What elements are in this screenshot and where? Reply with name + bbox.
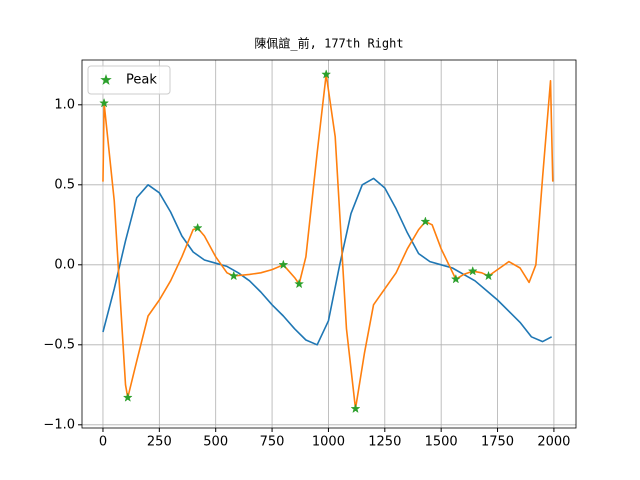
x-tick-label: 1750 [481, 435, 514, 450]
x-tick-label: 250 [147, 435, 172, 450]
peak-marker [99, 97, 110, 108]
x-tick-label: 1500 [425, 435, 458, 450]
plot-frame [81, 59, 577, 429]
legend-marker [100, 73, 112, 85]
peak-marker [321, 69, 332, 79]
peak-marker [483, 270, 494, 281]
x-tick-label: 1000 [312, 435, 345, 450]
peak-marker [294, 278, 305, 289]
peak-marker [420, 216, 431, 226]
peak-marker [278, 259, 289, 270]
y-tick-label: 0.5 [54, 177, 75, 192]
legend-box [87, 65, 171, 95]
x-tick-label: 750 [260, 435, 285, 450]
x-tick-label: 500 [203, 435, 228, 450]
peak-marker [228, 270, 239, 281]
legend-label: Peak [126, 73, 157, 88]
legend: Peak [87, 65, 171, 95]
peak-marker [467, 265, 478, 276]
peak-marker [122, 392, 133, 402]
x-tick-label: 1250 [368, 435, 401, 450]
chart-title: 陳佩誼_前, 177th Right [254, 36, 403, 51]
peak-marker [450, 273, 461, 284]
x-tick-label: 0 [99, 435, 107, 450]
peak-marker [192, 222, 203, 233]
x-tick-label: 2000 [537, 435, 570, 450]
peak-marker [350, 403, 361, 414]
y-tick-label: −1.0 [43, 417, 75, 432]
y-tick-label: 1.0 [54, 97, 75, 112]
y-tick-label: −0.5 [43, 337, 75, 352]
y-tick-label: 0.0 [54, 257, 75, 272]
line [102, 177, 553, 346]
